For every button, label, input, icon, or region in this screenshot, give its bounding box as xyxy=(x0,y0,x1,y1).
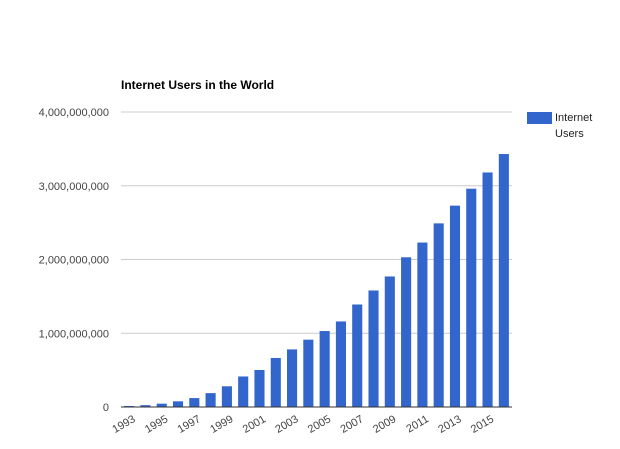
bar-2011 xyxy=(417,242,428,407)
x-tick-label: 2003 xyxy=(273,413,300,436)
bar-2008 xyxy=(368,290,379,407)
bar-2005 xyxy=(319,331,330,407)
bar-1993 xyxy=(124,405,135,407)
bar-2015 xyxy=(482,172,493,407)
bar-2013 xyxy=(449,205,461,407)
x-tick-label: 1993 xyxy=(110,413,137,436)
bar-2007 xyxy=(352,304,363,407)
bar-2004 xyxy=(303,339,314,407)
bar-2009 xyxy=(384,276,395,407)
x-tick-label: 1997 xyxy=(176,413,203,436)
legend-label-line-2: Users xyxy=(555,128,584,140)
bar-2001 xyxy=(254,369,265,407)
x-tick-label: 2011 xyxy=(404,413,430,435)
x-tick-label: 2005 xyxy=(306,413,333,436)
x-tick-label: 1995 xyxy=(143,413,170,436)
bar-1997 xyxy=(189,398,200,407)
x-axis-ticks: 1993 1995 1997 1999 2001 2003 2005 2007 2009 2011… xyxy=(110,413,496,436)
x-tick-label: 2001 xyxy=(241,413,268,436)
legend-label-line-1: Internet xyxy=(555,112,592,124)
bar-1999 xyxy=(221,386,232,407)
y-tick-label: 3,000,000,000 xyxy=(39,181,109,193)
bar-2006 xyxy=(335,321,346,407)
bar-1995 xyxy=(156,403,167,407)
gridlines xyxy=(121,111,512,334)
bar-1996 xyxy=(172,401,184,407)
x-tick-label: 2015 xyxy=(469,413,496,436)
y-tick-label: 4,000,000,000 xyxy=(39,107,109,119)
bar-2000 xyxy=(238,376,249,407)
y-axis-ticks: 0 1,000,000,000 2,000,000,000 3,000,000,000… xyxy=(39,107,109,414)
bars xyxy=(124,154,509,407)
bar-2003 xyxy=(287,349,298,407)
bar-2012 xyxy=(433,223,444,407)
legend: Internet Users xyxy=(527,112,592,140)
x-tick-label: 2007 xyxy=(338,413,365,436)
y-tick-label: 2,000,000,000 xyxy=(39,255,109,267)
bar-2016 xyxy=(498,154,509,407)
x-tick-label: 2013 xyxy=(436,413,463,436)
chart-title: Internet Users in the World xyxy=(121,78,274,92)
bar-2010 xyxy=(401,257,412,407)
legend-swatch xyxy=(527,112,552,124)
x-tick-label: 1999 xyxy=(208,413,235,436)
bar-1994 xyxy=(140,405,151,407)
y-tick-label: 0 xyxy=(103,402,109,414)
bar-2002 xyxy=(270,357,281,407)
bar-1998 xyxy=(205,393,216,407)
x-tick-label: 2009 xyxy=(371,413,398,436)
bar-2014 xyxy=(466,188,477,407)
y-tick-label: 1,000,000,000 xyxy=(39,328,109,340)
